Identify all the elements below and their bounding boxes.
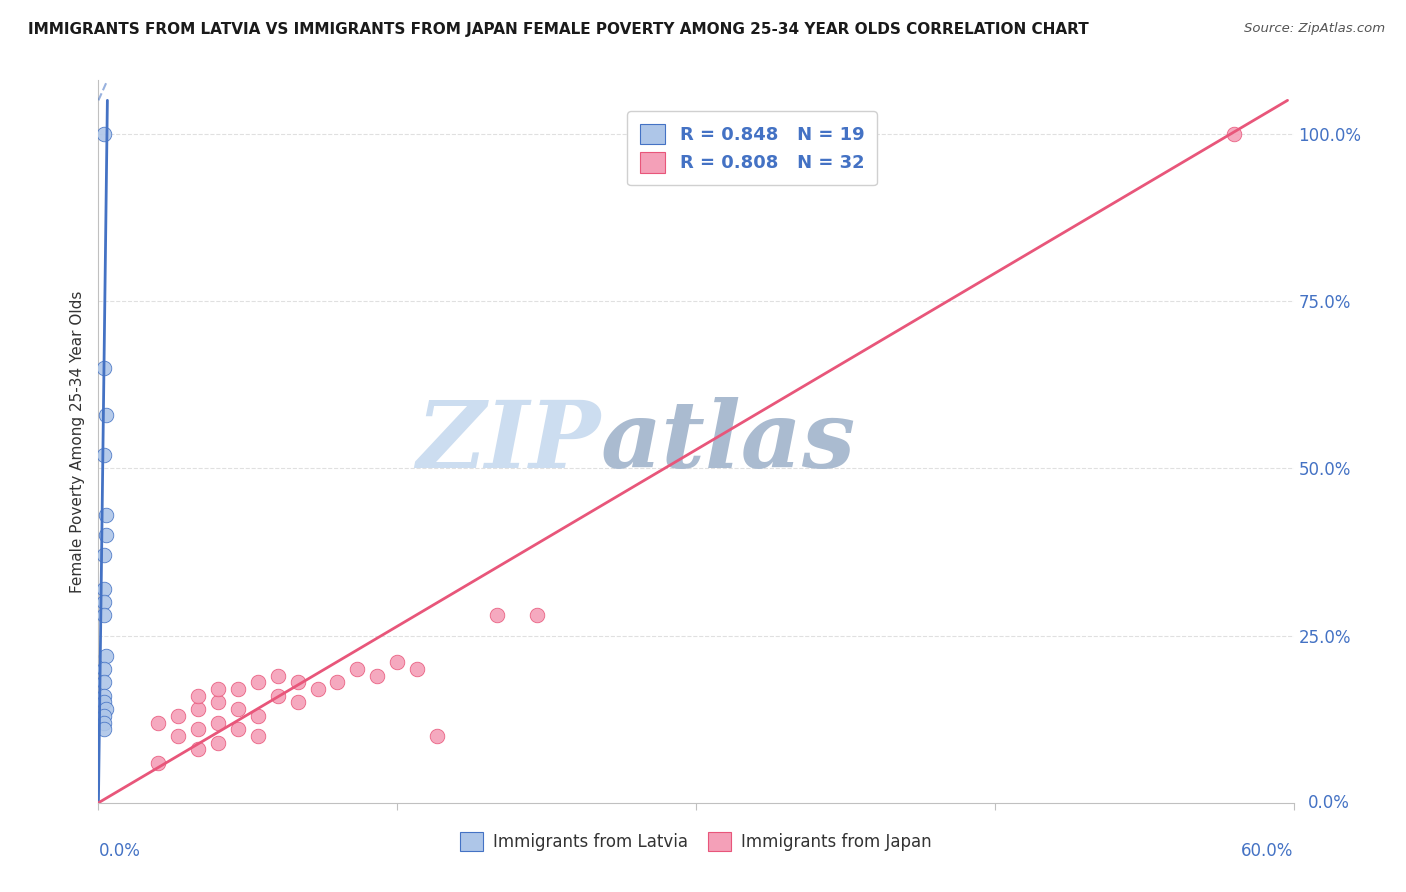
- Point: [167, 708, 190, 723]
- Point: [246, 708, 269, 723]
- Y-axis label: Female Poverty Among 25-34 Year Olds: Female Poverty Among 25-34 Year Olds: [69, 291, 84, 592]
- Point: [207, 681, 229, 696]
- Point: [93, 708, 115, 723]
- Point: [226, 723, 249, 737]
- Point: [93, 715, 115, 730]
- Point: [485, 608, 508, 623]
- Point: [148, 715, 170, 730]
- Point: [226, 702, 249, 716]
- Point: [1223, 127, 1246, 141]
- Point: [226, 681, 249, 696]
- Point: [96, 648, 118, 663]
- Point: [267, 689, 290, 703]
- Point: [93, 361, 115, 376]
- Point: [93, 608, 115, 623]
- Point: [366, 669, 388, 683]
- Point: [167, 729, 190, 743]
- Point: [187, 702, 209, 716]
- Point: [385, 655, 409, 669]
- Point: [307, 681, 329, 696]
- Point: [207, 696, 229, 710]
- Point: [187, 742, 209, 756]
- Point: [148, 756, 170, 770]
- Point: [187, 723, 209, 737]
- Text: 0.0%: 0.0%: [98, 842, 141, 860]
- Legend: Immigrants from Latvia, Immigrants from Japan: Immigrants from Latvia, Immigrants from …: [451, 823, 941, 860]
- Point: [93, 548, 115, 563]
- Point: [246, 729, 269, 743]
- Point: [93, 582, 115, 596]
- Point: [267, 669, 290, 683]
- Point: [96, 528, 118, 542]
- Text: IMMIGRANTS FROM LATVIA VS IMMIGRANTS FROM JAPAN FEMALE POVERTY AMONG 25-34 YEAR : IMMIGRANTS FROM LATVIA VS IMMIGRANTS FRO…: [28, 22, 1088, 37]
- Point: [246, 675, 269, 690]
- Point: [346, 662, 368, 676]
- Text: ZIP: ZIP: [416, 397, 600, 486]
- Text: 0.0%: 0.0%: [1308, 794, 1350, 812]
- Point: [406, 662, 429, 676]
- Point: [207, 715, 229, 730]
- Point: [93, 662, 115, 676]
- Point: [93, 675, 115, 690]
- Point: [96, 408, 118, 422]
- Point: [96, 702, 118, 716]
- Text: Source: ZipAtlas.com: Source: ZipAtlas.com: [1244, 22, 1385, 36]
- Point: [93, 127, 115, 141]
- Point: [526, 608, 548, 623]
- Point: [187, 689, 209, 703]
- Point: [287, 675, 309, 690]
- Point: [93, 595, 115, 609]
- Text: atlas: atlas: [600, 397, 856, 486]
- Text: 60.0%: 60.0%: [1241, 842, 1294, 860]
- Point: [326, 675, 349, 690]
- Point: [426, 729, 449, 743]
- Point: [207, 735, 229, 749]
- Point: [93, 689, 115, 703]
- Point: [96, 508, 118, 523]
- Point: [93, 448, 115, 462]
- Point: [287, 696, 309, 710]
- Point: [93, 696, 115, 710]
- Point: [93, 723, 115, 737]
